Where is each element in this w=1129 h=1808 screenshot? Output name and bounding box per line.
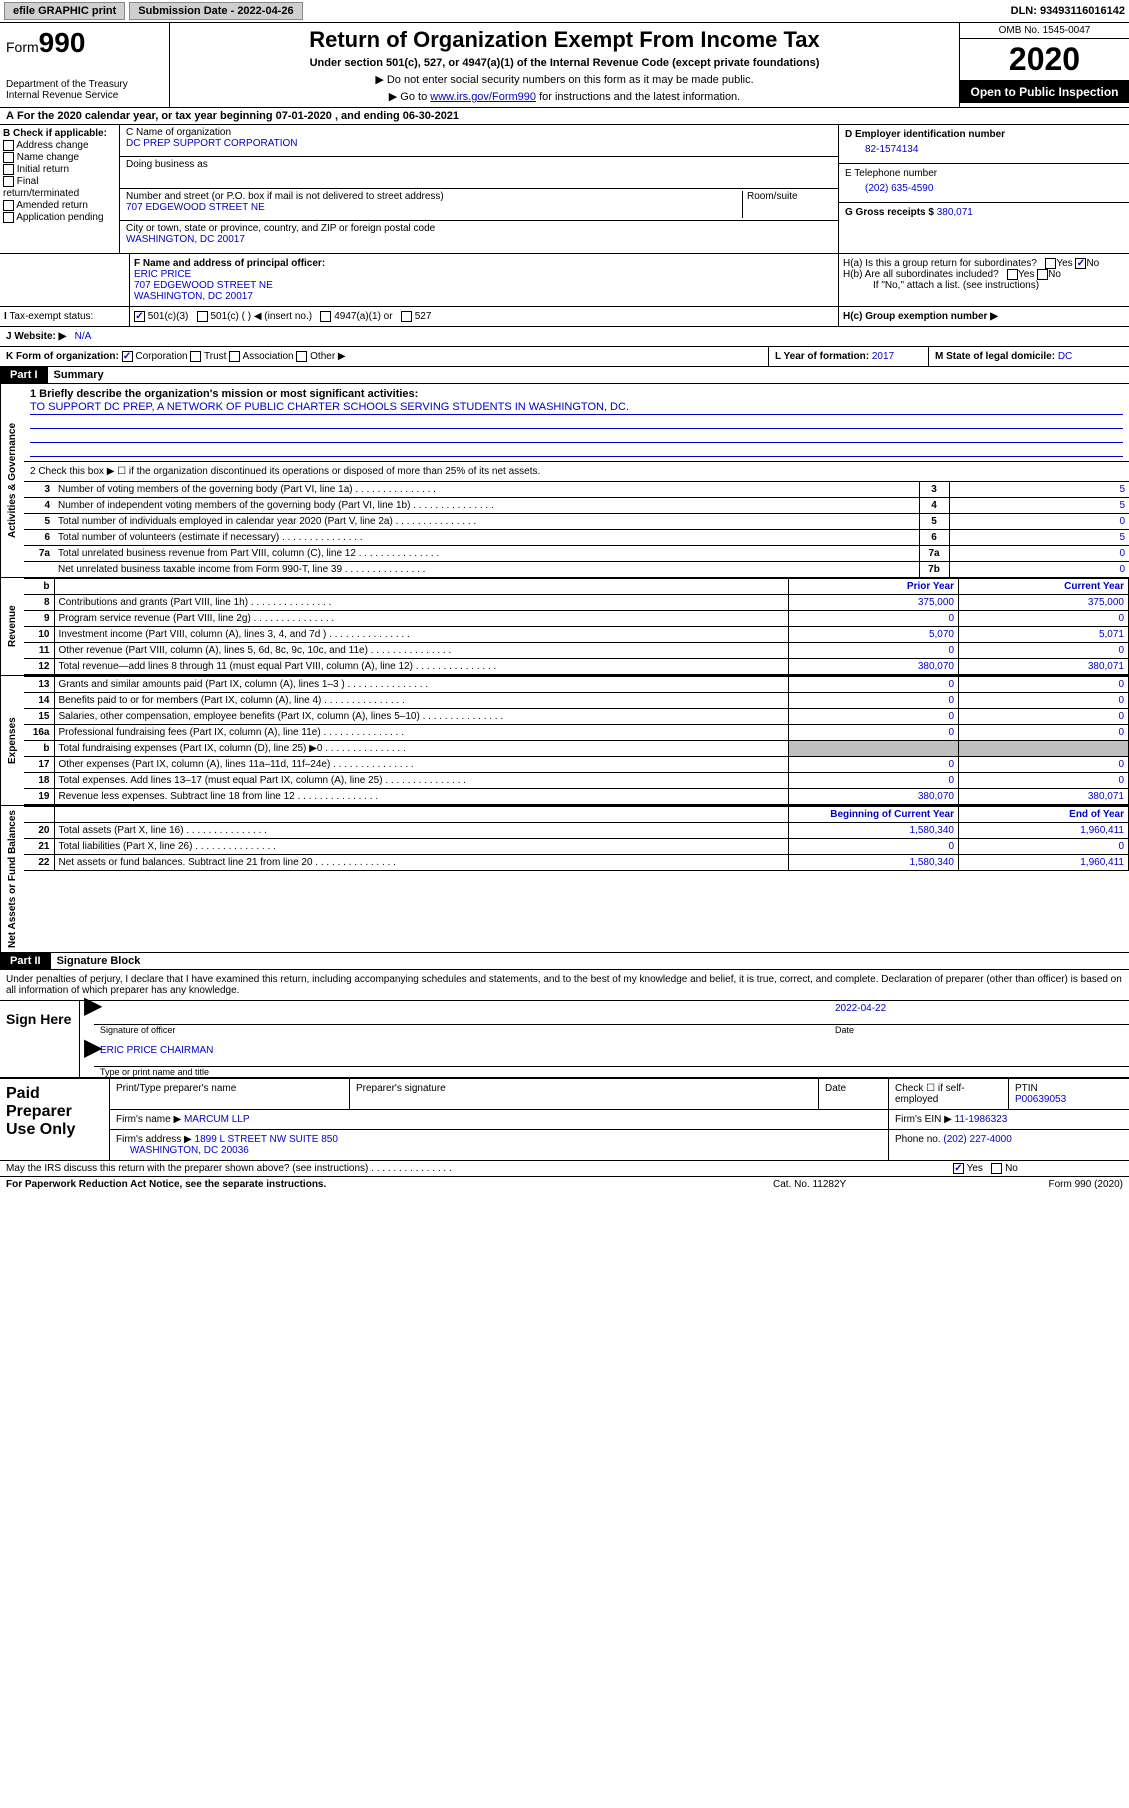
- city: WASHINGTON, DC 20017: [126, 234, 832, 245]
- dba-label: Doing business as: [126, 159, 832, 170]
- irs-link[interactable]: www.irs.gov/Form990: [430, 91, 536, 103]
- room-label: Room/suite: [742, 191, 832, 218]
- website-row: J Website: ▶ N/A: [0, 327, 1129, 347]
- officer-addr1: 707 EDGEWOOD STREET NE: [134, 280, 834, 291]
- part2-header-row: Part II Signature Block: [0, 953, 1129, 970]
- omb-number: OMB No. 1545-0047: [960, 23, 1129, 39]
- phone-label: E Telephone number: [845, 168, 1123, 179]
- tax-exempt-row: I Tax-exempt status: 501(c)(3) 501(c) ( …: [0, 307, 1129, 327]
- gross-value: 380,071: [937, 207, 973, 218]
- phone-value: (202) 635-4590: [845, 179, 1123, 198]
- governance-section: Activities & Governance 1 Briefly descri…: [0, 384, 1129, 578]
- submission-button[interactable]: Submission Date - 2022-04-26: [129, 2, 302, 20]
- cat-no: Cat. No. 11282Y: [773, 1179, 973, 1190]
- form-number: Form990: [6, 27, 163, 59]
- sign-here-block: Sign Here ▶ 2022-04-22 Signature of offi…: [0, 1001, 1129, 1079]
- website-value: N/A: [75, 331, 92, 342]
- preparer-date-hdr: Date: [819, 1079, 889, 1109]
- info-grid: B Check if applicable: Address change Na…: [0, 125, 1129, 254]
- signer-name: ERIC PRICE CHAIRMAN: [100, 1045, 213, 1056]
- officer-addr2: WASHINGTON, DC 20017: [134, 291, 834, 302]
- signer-name-label: Type or print name and title: [94, 1067, 1129, 1077]
- part1-title: Summary: [48, 367, 110, 383]
- gross-label: G Gross receipts $: [845, 207, 934, 218]
- line2-text: 2 Check this box ▶ ☐ if the organization…: [24, 462, 1129, 481]
- discuss-question: May the IRS discuss this return with the…: [6, 1163, 953, 1174]
- firm-addr1: 1899 L STREET NW SUITE 850: [195, 1134, 338, 1145]
- line-a-tax-year: A For the 2020 calendar year, or tax yea…: [0, 108, 1129, 125]
- hb-label: H(b) Are all subordinates included?: [843, 269, 999, 280]
- ha-label: H(a) Is this a group return for subordin…: [843, 258, 1037, 269]
- efile-button[interactable]: efile GRAPHIC print: [4, 2, 125, 20]
- officer-h-row: F Name and address of principal officer:…: [0, 254, 1129, 307]
- ein-value: 82-1574134: [845, 140, 1123, 159]
- org-name-label: C Name of organization: [126, 127, 832, 138]
- tax-year-box: 2020: [960, 39, 1129, 81]
- sign-date: 2022-04-22: [835, 1003, 886, 1014]
- line1-label: 1 Briefly describe the organization's mi…: [30, 388, 418, 400]
- side-expenses: Expenses: [0, 676, 24, 805]
- city-label: City or town, state or province, country…: [126, 223, 832, 234]
- side-revenue: Revenue: [0, 578, 24, 675]
- preparer-name-hdr: Print/Type preparer's name: [110, 1079, 350, 1109]
- dln-label: DLN: 93493116016142: [1011, 5, 1125, 17]
- hc-label: H(c) Group exemption number ▶: [839, 307, 1129, 326]
- part1-badge: Part I: [0, 367, 48, 383]
- net-assets-table: Beginning of Current YearEnd of Year 20T…: [24, 806, 1129, 871]
- officer-label: F Name and address of principal officer:: [134, 258, 325, 269]
- footer: For Paperwork Reduction Act Notice, see …: [0, 1177, 1129, 1192]
- form-title: Return of Organization Exempt From Incom…: [180, 27, 949, 53]
- street: 707 EDGEWOOD STREET NE: [126, 202, 742, 213]
- note-link: ▶ Go to www.irs.gov/Form990 for instruct…: [180, 90, 949, 103]
- firm-ein: 11-1986323: [955, 1114, 1008, 1125]
- side-net-assets: Net Assets or Fund Balances: [0, 806, 24, 952]
- form-page: Form 990 (2020): [973, 1179, 1123, 1190]
- firm-phone: (202) 227-4000: [943, 1134, 1011, 1145]
- perjury-disclaimer: Under penalties of perjury, I declare th…: [0, 970, 1129, 1001]
- expenses-section: Expenses 13Grants and similar amounts pa…: [0, 676, 1129, 806]
- paid-preparer-block: Paid Preparer Use Only Print/Type prepar…: [0, 1079, 1129, 1161]
- governance-table: 3Number of voting members of the governi…: [24, 481, 1129, 577]
- sign-here-label: Sign Here: [0, 1001, 80, 1077]
- part2-badge: Part II: [0, 953, 51, 969]
- sig-date-label: Date: [829, 1025, 1129, 1035]
- hb-note: If "No," attach a list. (see instruction…: [843, 280, 1125, 291]
- klm-row: K Form of organization: Corporation Trus…: [0, 347, 1129, 367]
- firm-name: MARCUM LLP: [184, 1114, 250, 1125]
- self-employed-check: Check ☐ if self-employed: [889, 1079, 1009, 1109]
- ein-label: D Employer identification number: [845, 129, 1005, 140]
- dept-irs: Internal Revenue Service: [6, 90, 163, 101]
- top-bar: efile GRAPHIC print Submission Date - 20…: [0, 0, 1129, 23]
- side-governance: Activities & Governance: [0, 384, 24, 577]
- firm-addr2: WASHINGTON, DC 20036: [130, 1145, 249, 1156]
- public-inspection: Open to Public Inspection: [960, 81, 1129, 103]
- sig-officer-label: Signature of officer: [94, 1025, 829, 1035]
- officer-name: ERIC PRICE: [134, 269, 834, 280]
- revenue-table: bPrior YearCurrent Year 8Contributions a…: [24, 578, 1129, 675]
- box-b: B Check if applicable: Address change Na…: [0, 125, 120, 253]
- street-label: Number and street (or P.O. box if mail i…: [126, 191, 742, 202]
- ptin-value: P00639053: [1015, 1094, 1066, 1105]
- mission-text: TO SUPPORT DC PREP, A NETWORK OF PUBLIC …: [30, 400, 1123, 415]
- part1-header-row: Part I Summary: [0, 367, 1129, 384]
- part2-title: Signature Block: [51, 953, 147, 969]
- preparer-sig-hdr: Preparer's signature: [350, 1079, 819, 1109]
- paperwork-notice: For Paperwork Reduction Act Notice, see …: [6, 1179, 773, 1190]
- org-name: DC PREP SUPPORT CORPORATION: [126, 138, 832, 149]
- discuss-row: May the IRS discuss this return with the…: [0, 1161, 1129, 1177]
- form-header: Form990 Department of the Treasury Inter…: [0, 23, 1129, 108]
- expenses-table: 13Grants and similar amounts paid (Part …: [24, 676, 1129, 805]
- dept-treasury: Department of the Treasury: [6, 79, 163, 90]
- form-subtitle: Under section 501(c), 527, or 4947(a)(1)…: [180, 57, 949, 69]
- revenue-section: Revenue bPrior YearCurrent Year 8Contrib…: [0, 578, 1129, 676]
- note-ssn: ▶ Do not enter social security numbers o…: [180, 73, 949, 86]
- net-assets-section: Net Assets or Fund Balances Beginning of…: [0, 806, 1129, 953]
- paid-preparer-label: Paid Preparer Use Only: [0, 1079, 110, 1160]
